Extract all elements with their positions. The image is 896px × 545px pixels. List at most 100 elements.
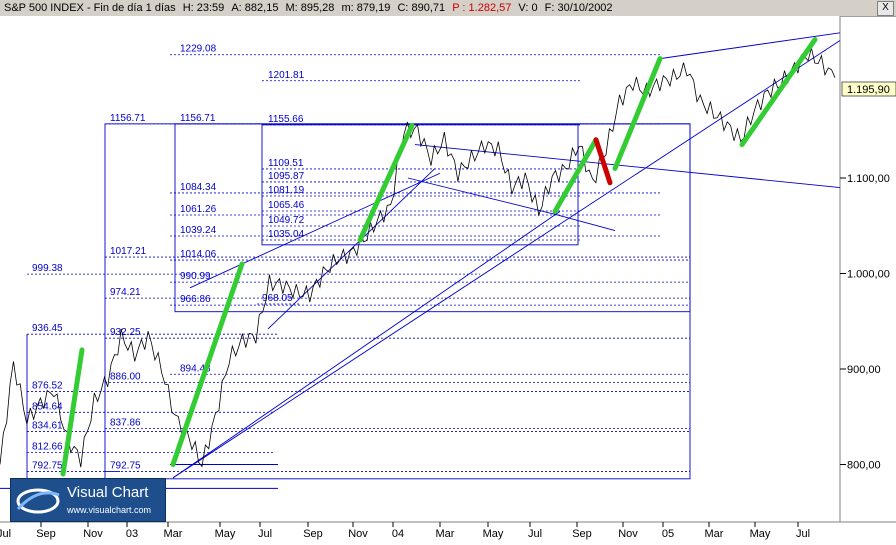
x-tick-label: Jul [796,528,810,540]
y-tick-label: 900,00 [847,364,881,376]
green-segment [357,122,415,243]
trend-line [659,32,841,60]
fibonacci-levels: 1229.08 1201.81 1156.71 1156.71 1155.66 1109.… [26,44,691,489]
price-line [0,47,836,468]
x-tick-label: Mar [436,528,455,540]
visualchart-logo: Visual Chart www.visualchart.com [10,478,166,522]
x-axis-labels: Jul Sep Nov 03 Mar May Jul Sep Nov 04 Mar May Jul Sep… [0,522,810,540]
fib-level-label: 1229.08 [180,44,217,55]
fib-level-label: 876.52 [32,380,63,391]
fib-level-label: 1081.19 [268,185,305,196]
fib-level-label: 966.86 [180,294,211,305]
logo-swoosh-icon [16,488,60,514]
header-close: C: 890,71 [397,2,446,14]
trend-line [172,211,561,479]
x-tick-label: Mar [164,528,183,540]
header-time: H: 23:59 [182,2,225,14]
red-segment [593,137,613,186]
x-tick-label: May [483,528,504,540]
fib-level-label: 1017.21 [110,246,147,257]
fib-level-label: 1156.71 [180,113,216,124]
x-tick-label: Sep [36,528,56,540]
header-max: M: 895,28 [285,2,335,14]
fib-level-label: 886.00 [110,371,141,382]
fib-level-label: 1084.34 [180,182,217,193]
fib-level-label: 968.05 [262,293,293,304]
last-value-label: 1.195,90 [847,84,890,96]
x-tick-label: May [215,528,236,540]
y-tick-label: 1.000,00 [847,269,890,281]
y-axis-labels: 1.100,00 1.000,00 900,00 800,00 [840,173,890,472]
chart-header: S&P 500 INDEX - Fin de día 1 días H: 23:… [0,0,896,17]
fib-level-label: 834.61 [32,420,63,431]
trend-line [407,177,556,215]
header-open: A: 882,15 [231,2,279,14]
x-tick-label: Sep [303,528,323,540]
fib-level-label: 1014.06 [180,249,217,260]
price-series [0,47,836,468]
logo-title: Visual Chart [67,484,149,501]
fib-box-inner [261,124,579,246]
logo-url: www.visualchart.com [67,505,152,515]
header-min: m: 879,19 [341,2,391,14]
close-button[interactable]: X [877,1,894,16]
y-tick-label: 1.100,00 [847,173,890,185]
fib-level-label: 1049.72 [268,215,305,226]
green-segment [612,56,663,171]
x-tick-label: 04 [392,528,404,540]
fib-level-label: 1035.04 [268,229,305,240]
fib-level-label: 1039.24 [180,225,217,236]
x-tick-label: May [750,528,771,540]
x-tick-label: Jul [528,528,542,540]
fib-level-label: 1155.66 [268,114,304,125]
x-tick-label: Nov [83,528,103,540]
fib-level-label: 974.21 [110,287,141,298]
x-tick-label: Nov [348,528,368,540]
fib-box-middle [174,123,691,313]
y-tick-label: 800,00 [847,460,881,472]
green-segment [552,137,599,214]
trend-line [172,40,841,479]
fib-level-label: 999.38 [32,263,63,274]
x-tick-label: Sep [572,528,592,540]
fib-level-label: 837.86 [110,417,141,428]
fib-level-label: 936.45 [32,323,63,334]
x-tick-label: 05 [662,528,674,540]
fib-level-label: 1109.51 [268,158,304,169]
trend-line [554,213,616,231]
trend-lines [0,32,841,489]
header-title: S&P 500 INDEX - Fin de día 1 días [4,2,176,14]
fib-level-label: 932.25 [110,327,141,338]
x-tick-label: 03 [126,528,138,540]
trend-line [414,144,841,188]
fib-level-label: 792.75 [110,460,141,471]
fib-level-label: 1156.71 [110,113,146,124]
green-segment [170,261,245,467]
fib-level-label: 1065.46 [268,200,305,211]
header-p: P : 1.282,57 [452,2,512,14]
fib-level-label: 990.99 [180,271,211,282]
fib-level-label: 894.48 [180,363,211,374]
fib-level-label: 1061.26 [180,204,217,215]
trend-line [267,168,436,330]
highlight-segments [60,37,818,477]
trend-line [189,172,441,289]
x-tick-label: Jul [258,528,272,540]
fib-level-label: 1201.81 [268,70,305,81]
x-tick-label: Jul [0,528,11,540]
header-volume: V: 0 [518,2,538,14]
x-tick-label: Mar [705,528,724,540]
plot-area [0,16,840,522]
green-segment [60,347,85,477]
fib-level-label: 792.75 [32,460,63,471]
price-chart: 1229.08 1201.81 1156.71 1156.71 1155.66 1109.… [0,16,896,540]
green-segment [739,37,818,148]
fib-level-label: 854.64 [32,401,63,412]
last-value-marker: 1.195,90 [841,81,896,97]
last-value-box [841,81,896,97]
fib-level-label: 1095.87 [268,171,305,182]
x-tick-label: Nov [618,528,638,540]
fib-level-label: 812.66 [32,441,63,452]
header-date: F: 30/10/2002 [544,2,613,14]
